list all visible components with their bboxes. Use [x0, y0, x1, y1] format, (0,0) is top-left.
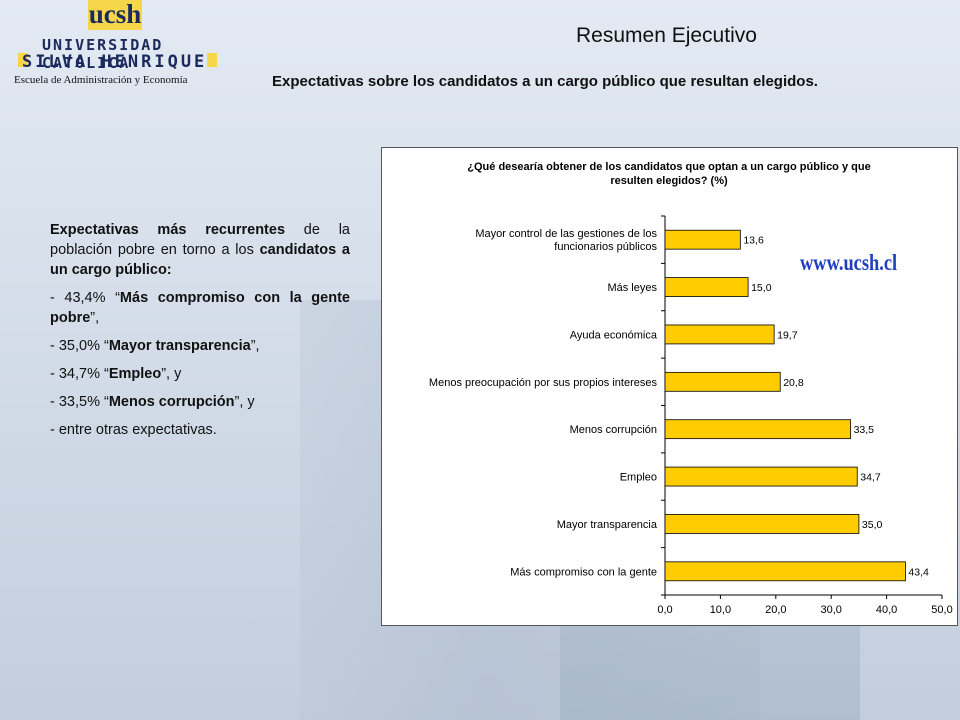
category-label: Más leyes: [607, 282, 657, 294]
category-label: Mayor control de las gestiones de los: [475, 228, 657, 240]
category-label: Mayor transparencia: [557, 519, 658, 531]
summary-item-suffix: ”, y: [161, 366, 182, 382]
x-tick-label: 40,0: [876, 604, 897, 616]
summary-item: - 33,5% “Menos corrupción”, y: [50, 392, 350, 412]
x-tick-label: 50,0: [931, 604, 952, 616]
bar-chart: ¿Qué desearía obtener de los candidatos …: [429, 161, 953, 616]
summary-intro: Expectativas más recurrentes de la pobla…: [50, 220, 350, 280]
data-label: 35,0: [862, 519, 883, 531]
chart-container: ¿Qué desearía obtener de los candidatos …: [381, 147, 958, 626]
plot-area: 0,0 10,0 20,0 30,0 40,0 50,0 13,6 Mayor control…: [429, 215, 953, 616]
page-title: Resumen Ejecutivo: [576, 24, 757, 47]
category-label: Empleo: [620, 472, 657, 484]
bar: [664, 371, 781, 392]
data-label: 43,4: [908, 566, 929, 578]
summary-intro-bold-2: candidatos a un cargo público:: [50, 242, 350, 278]
category-label: funcionarios públicos: [554, 241, 657, 253]
summary-item-bold: Menos corrupción: [108, 394, 235, 410]
logo-accent-left: [18, 53, 28, 67]
x-tick-label: 0,0: [657, 604, 672, 616]
bar: [664, 277, 749, 297]
data-label: 19,7: [777, 329, 798, 341]
summary-item-suffix: ”,: [250, 338, 260, 354]
summary-intro-bold: Expectativas más recurrentes: [50, 222, 286, 238]
website-watermark: www.ucsh.cl: [800, 250, 898, 275]
summary-item-bold: Mayor transparencia: [108, 338, 251, 354]
bar: [664, 324, 775, 345]
x-tick-label: 20,0: [765, 604, 786, 616]
chart-title-line1: ¿Qué desearía obtener de los candidatos …: [467, 161, 870, 173]
category-label: Ayuda económica: [570, 329, 658, 341]
data-label: 15,0: [751, 282, 772, 294]
summary-item-prefix: - 34,7% “: [50, 366, 109, 382]
logo-line-university: UNIVERSIDAD CATOLICA: [42, 36, 164, 72]
category-label: Menos preocupación por sus propios inter…: [429, 377, 658, 389]
bar: [664, 229, 741, 250]
summary-item-suffix: ”, y: [234, 394, 255, 410]
summary-text: Expectativas más recurrentes de la pobla…: [50, 220, 350, 448]
summary-item-suffix: ”,: [90, 310, 100, 326]
summary-item-prefix: - 35,0% “: [50, 338, 109, 354]
x-tick-label: 30,0: [820, 604, 841, 616]
university-logo: ucsh UNIVERSIDAD CATOLICA SILVA HENRIQUE…: [0, 0, 240, 92]
bar: [664, 419, 851, 440]
category-label: Menos corrupción: [570, 424, 657, 436]
logo-mark: ucsh: [88, 0, 142, 30]
school-name: Escuela de Administración y Economía: [14, 74, 188, 86]
summary-item-bold: Más compromiso con la gente pobre: [50, 290, 350, 326]
logo-accent-right: [207, 53, 217, 67]
summary-item: - 43,4% “Más compromiso con la gente pob…: [50, 288, 350, 328]
summary-item-prefix: - 43,4% “: [50, 290, 120, 306]
data-label: 33,5: [854, 424, 875, 436]
summary-intro-text: de la población pobre en torno a los: [50, 222, 350, 258]
category-label: Más compromiso con la gente: [510, 566, 657, 578]
summary-item: - entre otras expectativas.: [50, 420, 350, 440]
data-label: 13,6: [743, 235, 764, 247]
data-label: 34,7: [860, 472, 881, 484]
chart-title-line2: resulten elegidos? (%): [610, 175, 728, 187]
bar: [664, 466, 858, 487]
summary-item: - 34,7% “Empleo”, y: [50, 364, 350, 384]
summary-item-prefix: - 33,5% “: [50, 394, 109, 410]
x-tick-label: 10,0: [710, 604, 731, 616]
logo-line-name: SILVA HENRIQUEZ: [22, 52, 221, 72]
summary-item: - 35,0% “Mayor transparencia”,: [50, 336, 350, 356]
bar: [664, 514, 860, 534]
summary-item-prefix: - entre otras expectativas.: [50, 422, 217, 438]
data-label: 20,8: [783, 377, 804, 389]
summary-item-bold: Empleo: [108, 366, 162, 382]
page-subtitle: Expectativas sobre los candidatos a un c…: [272, 73, 818, 90]
bar: [664, 561, 906, 582]
